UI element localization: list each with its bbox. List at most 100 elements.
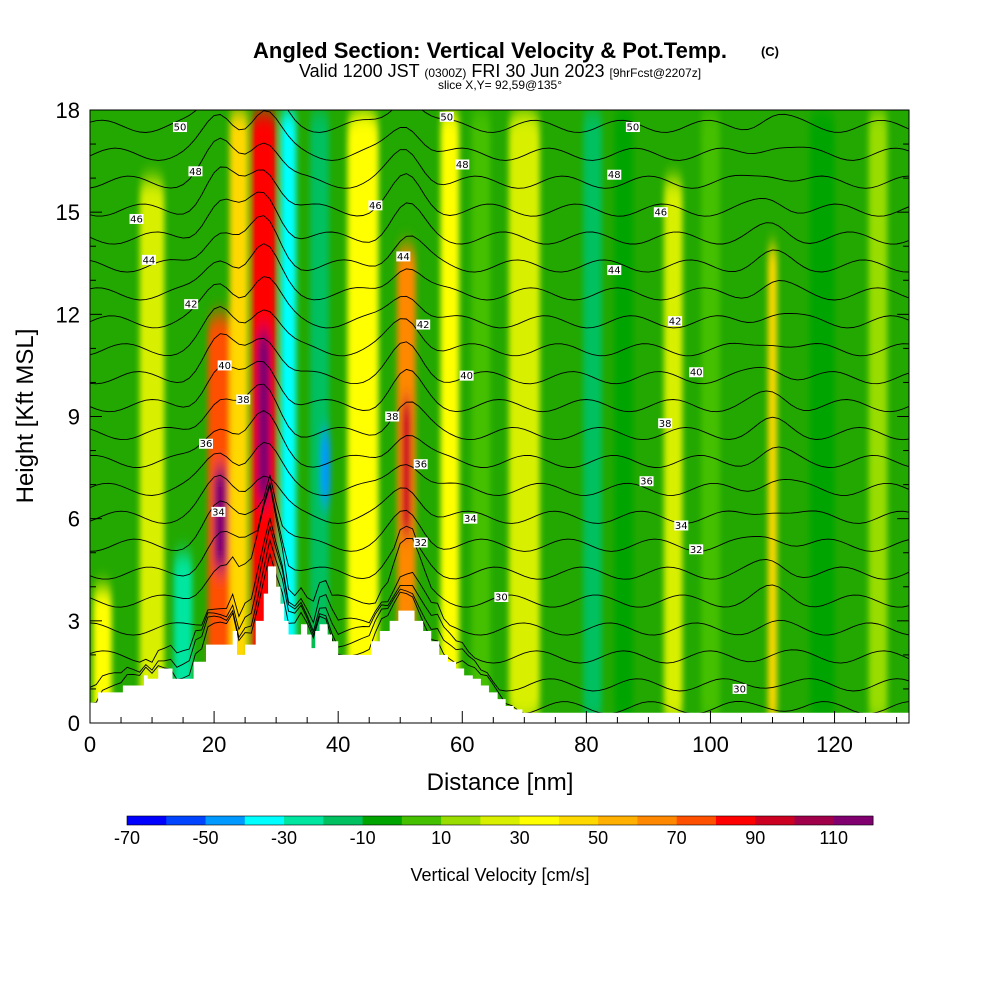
colorbar-tick-label: -30	[271, 828, 297, 848]
contour-label: 38	[386, 412, 399, 423]
contour-label: 32	[690, 545, 703, 556]
y-tick-label: 15	[56, 200, 80, 225]
y-axis: 0 36 9 12 15 18	[56, 98, 909, 736]
contour-label: 46	[130, 214, 143, 225]
contour-label: 36	[200, 439, 213, 450]
contour-label-box	[217, 360, 232, 371]
velocity-band	[229, 110, 249, 723]
colorbar-swatch	[637, 816, 678, 825]
velocity-band	[809, 110, 835, 723]
colorbar-swatch	[794, 816, 835, 825]
contour-label-box	[413, 537, 428, 548]
contour-label: 48	[189, 167, 202, 178]
contour-label-box	[184, 299, 199, 310]
contour-labels: 50 50 50 48 48 48 46 46 46 44 44 44 42 42 42 40 40 40 38 38…	[129, 111, 747, 695]
slice-info: slice X,Y= 92,59@135°	[438, 78, 562, 92]
contour-label-box	[129, 213, 144, 224]
contour-label: 50	[627, 123, 640, 134]
terrain-mask	[90, 566, 909, 723]
contour-label-box	[607, 169, 622, 180]
y-tick-label: 0	[68, 711, 80, 736]
contour-label: 38	[659, 419, 672, 430]
theta-contour-line	[90, 474, 909, 552]
colorbar-swatch	[676, 816, 717, 825]
velocity-field	[93, 110, 888, 723]
colorbar-swatch	[205, 816, 246, 825]
contour-label-box	[639, 476, 654, 487]
contour-label: 34	[464, 514, 477, 525]
theta-contour-line	[90, 243, 909, 301]
contour-label: 46	[369, 201, 382, 212]
contour-label: 40	[218, 361, 231, 372]
theta-contour-line	[90, 137, 909, 189]
colorbar-swatch	[519, 816, 560, 825]
velocity-band	[257, 331, 270, 502]
velocity-band	[139, 178, 165, 723]
colorbar-swatch	[441, 816, 481, 825]
contour-label-box	[732, 683, 747, 694]
contour-label-box	[674, 520, 689, 531]
theta-contour-line	[90, 166, 909, 217]
contour-label: 40	[690, 368, 703, 379]
velocity-band	[321, 433, 331, 502]
contour-label-box	[416, 319, 431, 330]
theta-contours	[90, 110, 909, 715]
contour-label: 34	[212, 507, 225, 518]
velocity-band	[214, 467, 227, 570]
y-axis-label: Height [Kft MSL]	[12, 329, 39, 504]
colorbar-swatch	[401, 816, 442, 825]
contour-label: 38	[237, 395, 250, 406]
y-tick-label: 9	[68, 405, 80, 430]
contour-label-box	[199, 438, 214, 449]
copyright-mark: (C)	[761, 44, 779, 59]
velocity-band	[401, 399, 412, 536]
velocity-band	[583, 110, 602, 723]
velocity-band	[310, 110, 329, 723]
contour-label-box	[439, 111, 454, 122]
x-axis-label: Distance [nm]	[427, 769, 574, 796]
velocity-band	[701, 110, 720, 723]
colorbar-frame	[126, 815, 874, 826]
y-tick-label: 12	[56, 302, 80, 327]
y-tick-label: 18	[56, 98, 80, 123]
colorbar-tick-label: 30	[510, 828, 530, 848]
contour-label: 30	[733, 684, 746, 695]
contour-label: 34	[675, 521, 688, 532]
colorbar-tick-label: 110	[819, 828, 848, 848]
contour-label-box	[658, 418, 673, 429]
contour-label-box	[188, 166, 203, 177]
theta-contour-line	[90, 538, 909, 692]
theta-contour-line	[90, 526, 909, 664]
contour-label: 42	[185, 300, 198, 311]
theta-contour-line	[90, 482, 909, 580]
contour-label: 50	[440, 112, 453, 123]
theta-contour-line	[90, 383, 909, 441]
contour-label: 46	[654, 208, 667, 219]
contour-label: 30	[495, 592, 508, 603]
contour-label-box	[689, 367, 704, 378]
colorbar-tick-label: -70	[114, 828, 140, 848]
contour-label: 40	[460, 371, 473, 382]
contour-label-box	[668, 316, 683, 327]
contour-label: 50	[174, 123, 187, 134]
velocity-band	[440, 110, 460, 723]
chart-title: Angled Section: Vertical Velocity & Pot.…	[253, 38, 727, 63]
contour-label-box	[459, 370, 474, 381]
velocity-band	[663, 178, 683, 723]
theta-contour-line	[90, 110, 909, 161]
contour-label-box	[455, 159, 470, 170]
theta-contour-line	[90, 441, 909, 496]
theta-contour-line	[90, 191, 909, 245]
theta-contour-line	[90, 306, 909, 357]
velocity-band	[767, 246, 778, 723]
contour-label-box	[141, 254, 156, 265]
contour-label-box	[607, 265, 622, 276]
x-tick-label: 40	[326, 732, 350, 757]
theta-contour-line	[90, 517, 909, 636]
chart-subtitle: Valid 1200 JST (0300Z) FRI 30 Jun 2023 […	[299, 61, 701, 81]
contour-label: 32	[414, 538, 427, 549]
contour-label-box	[653, 207, 668, 218]
contour-label-box	[413, 459, 428, 470]
contour-label: 48	[456, 160, 469, 171]
